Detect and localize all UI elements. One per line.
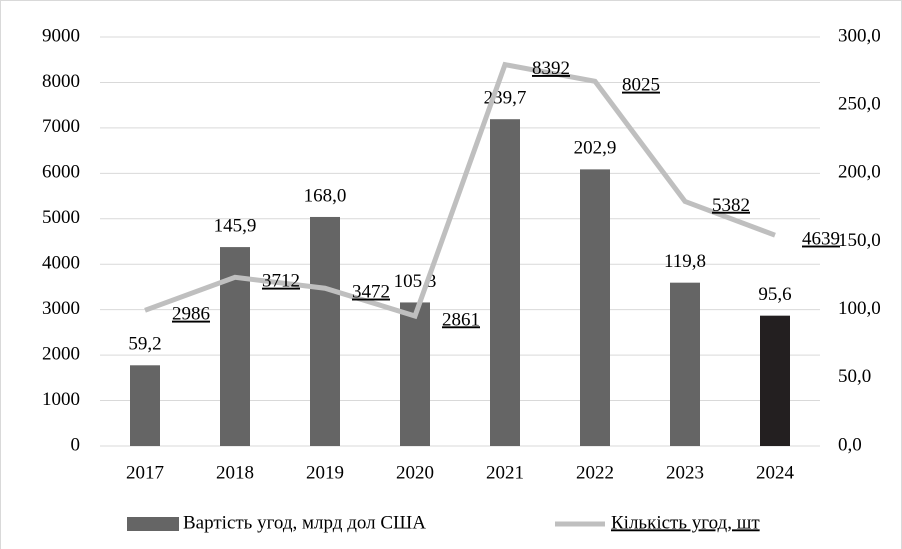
- legend-swatch: [127, 517, 179, 531]
- y2-tick-label: 200,0: [838, 162, 881, 183]
- y-tick-label: 2000: [42, 343, 80, 364]
- bar-value-label: 145,9: [214, 215, 257, 236]
- line-value-label: 4639: [802, 229, 840, 250]
- y-tick-label: 8000: [42, 71, 80, 92]
- x-tick-label: 2022: [576, 462, 614, 483]
- bar-value-label: 168,0: [304, 185, 347, 206]
- legend-label: Вартість угод, млрд дол США: [183, 512, 426, 533]
- line-value-label: 2861: [442, 309, 480, 330]
- line-value-label: 5382: [712, 195, 750, 216]
- bar: [130, 365, 160, 446]
- bar: [400, 302, 430, 446]
- y-tick-label: 7000: [42, 116, 80, 137]
- bar: [670, 282, 700, 446]
- y-tick-label: 5000: [42, 207, 80, 228]
- bar-value-label: 119,8: [664, 251, 706, 272]
- bar: [580, 169, 610, 446]
- x-tick-label: 2020: [396, 462, 434, 483]
- line-series: [144, 61, 776, 320]
- y-tick-label: 4000: [42, 253, 80, 274]
- y2-tick-label: 150,0: [838, 230, 881, 251]
- y2-tick-label: 100,0: [838, 298, 881, 319]
- x-tick-label: 2019: [306, 462, 344, 483]
- line-value-label: 3472: [352, 282, 390, 303]
- line-value-label: 8392: [532, 58, 570, 79]
- bar-value-label: 95,6: [758, 284, 791, 305]
- legend-label: Кількість угод, шт: [611, 512, 760, 533]
- y2-tick-label: 250,0: [838, 94, 881, 115]
- line-value-label: 3712: [262, 271, 300, 292]
- y-tick-label: 3000: [42, 298, 80, 319]
- line-value-label: 8025: [622, 75, 660, 96]
- bar-value-label: 59,2: [128, 334, 161, 355]
- bar: [310, 216, 340, 446]
- bar-value-label: 202,9: [574, 138, 617, 159]
- y-tick-label: 0: [71, 434, 81, 455]
- x-tick-label: 2024: [756, 462, 795, 483]
- line-value-label: 2986: [172, 304, 210, 325]
- x-tick-label: 2021: [486, 462, 524, 483]
- x-tick-label: 2023: [666, 462, 704, 483]
- y2-tick-label: 0,0: [838, 434, 862, 455]
- x-tick-label: 2018: [216, 462, 254, 483]
- bar: [490, 119, 520, 447]
- y-tick-label: 6000: [42, 162, 80, 183]
- y2-tick-label: 300,0: [838, 25, 881, 46]
- x-tick-label: 2017: [126, 462, 164, 483]
- y-tick-label: 1000: [42, 389, 80, 410]
- bar: [760, 315, 790, 446]
- y2-tick-label: 50,0: [838, 366, 871, 387]
- y-tick-label: 9000: [42, 25, 80, 46]
